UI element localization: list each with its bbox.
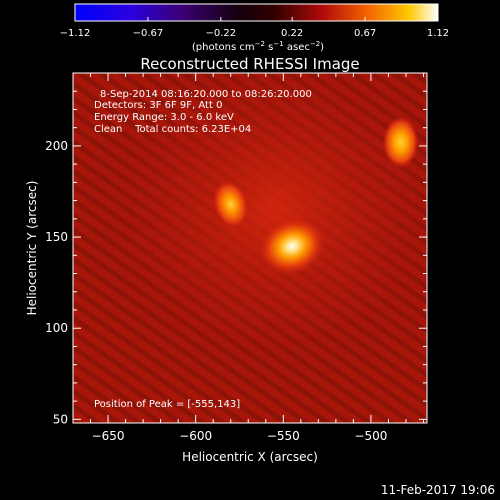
colorbar-tick-label: 0.67 [354,28,376,39]
x-axis: −650 −600 −550 −500 [90,73,424,443]
source-blob [258,217,326,275]
colorbar-unit-label: (photons cm−2 s−1 asec−2) [192,40,324,53]
info-energy: Energy Range: 3.0 - 6.0 keV [94,112,234,123]
peak-position-label: Position of Peak = [-555,143] [94,399,240,410]
x-axis-label: Heliocentric X (arcsec) [182,450,318,464]
x-tick-label: −500 [354,429,387,443]
info-clean: Clean Total counts: 6.23E+04 [94,124,251,135]
x-tick-label: −550 [267,429,300,443]
colorbar-ticks: −1.12 −0.67 −0.22 0.22 0.67 1.12 [60,17,449,39]
x-tick-label: −600 [179,429,212,443]
colorbar: −1.12 −0.67 −0.22 0.22 0.67 1.12 (photons cm−… [60,3,449,53]
source-blob [382,116,419,169]
colorbar-tick-label: 0.22 [281,28,303,39]
y-tick-label: 50 [53,412,68,426]
colorbar-tick-label: −0.67 [133,28,164,39]
info-time: 8-Sep-2014 08:16:20.000 to 08:26:20.000 [100,89,312,100]
y-tick-label: 100 [45,321,68,335]
source-blob [213,180,249,228]
heatmap-image [73,73,427,423]
y-axis-label: Heliocentric Y (arcsec) [25,181,39,316]
chart-title: Reconstructed RHESSI Image [140,55,359,73]
colorbar-tick-label: −0.22 [206,28,237,39]
y-axis: 50 100 150 200 [45,90,427,426]
info-detectors: Detectors: 3F 6F 9F, Att 0 [94,100,222,111]
colorbar-tick-label: 1.12 [427,28,449,39]
y-tick-label: 150 [45,230,68,244]
y-tick-label: 200 [45,139,68,153]
info-annotations: 8-Sep-2014 08:16:20.000 to 08:26:20.000 … [94,89,312,410]
footer-timestamp: 11-Feb-2017 19:06 [381,483,495,497]
plot-frame [72,72,428,424]
x-tick-label: −650 [92,429,125,443]
source-layer [213,116,419,275]
colorbar-tick-label: −1.12 [60,28,91,39]
colorbar-gradient [74,3,439,22]
